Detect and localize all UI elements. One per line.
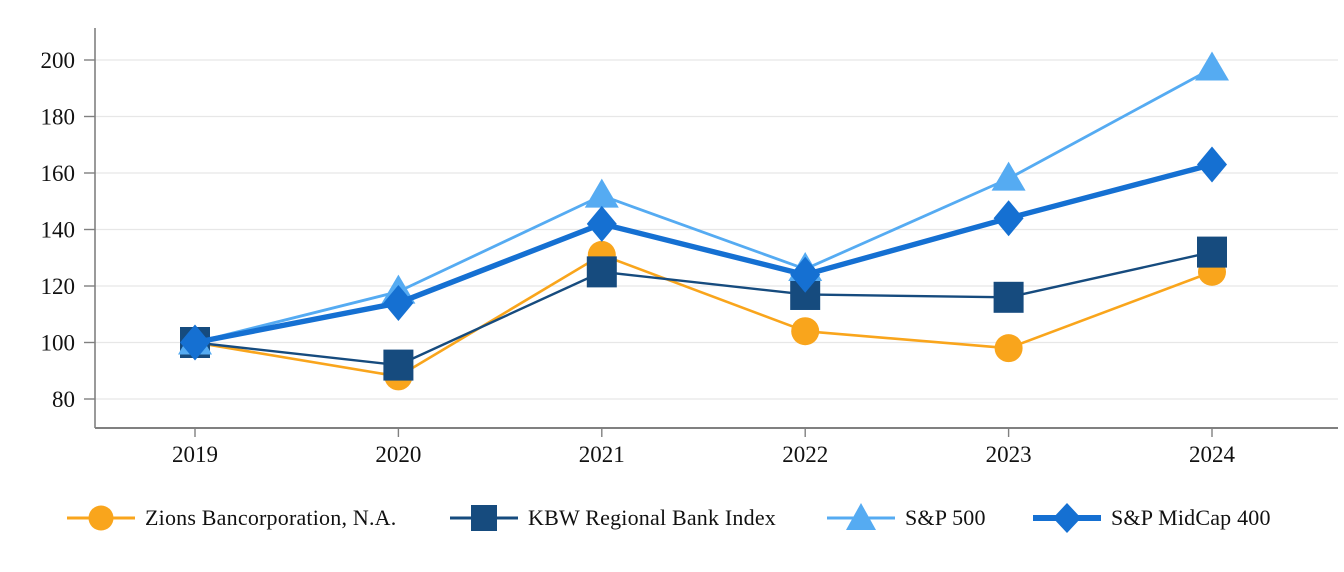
kbw-regional-bank-index-marker-icon (450, 505, 518, 531)
legend-label: Zions Bancorporation, N.A. (145, 505, 397, 530)
x-tick-label-2022: 2022 (782, 442, 828, 467)
y-tick-label-140: 140 (41, 218, 76, 243)
kbw-regional-bank-index-marker-2021 (586, 256, 617, 288)
legend-marker (88, 505, 114, 531)
zions-bancorporation-n-a-marker-2022 (791, 317, 820, 346)
series-line-s-p-500 (193, 67, 1214, 344)
x-tick-label-2021: 2021 (579, 442, 625, 467)
y-tick-label-100: 100 (41, 331, 76, 356)
s-p-midcap-400-marker-2019 (180, 324, 210, 361)
chart-legend: Zions Bancorporation, N.A. KBW Regional B… (0, 494, 1344, 542)
axes (94, 28, 1338, 429)
s-p-500-marker-2024 (1195, 51, 1229, 81)
series-s-p-midcap-400 (180, 146, 1227, 361)
s-p-midcap-400-marker-2024 (1197, 146, 1227, 183)
x-tick-label-2019: 2019 (172, 442, 218, 467)
x-tick-label-2020: 2020 (375, 442, 421, 467)
x-tick-label-2023: 2023 (986, 442, 1032, 467)
series-line-kbw-regional-bank-index (193, 250, 1214, 367)
legend-item-s-p-500: S&P 500 (827, 494, 986, 542)
kbw-regional-bank-index-marker-2023 (993, 281, 1024, 313)
legend-label: KBW Regional Bank Index (528, 505, 776, 530)
s-p-midcap-400-marker-2021 (586, 205, 617, 242)
series-line-zions-bancorporation-n-a (193, 253, 1214, 378)
y-tick-label-180: 180 (41, 105, 76, 130)
legend-item-s-p-midcap-400: S&P MidCap 400 (1033, 494, 1271, 542)
legend-item-zions-bancorporation-n-a: Zions Bancorporation, N.A. (67, 494, 396, 542)
x-axis-ticks: 2019 2020 2021 2022 2023 2024 (172, 428, 1236, 467)
zions-bancorporation-n-a-marker-2023 (994, 334, 1023, 363)
y-tick-label-160: 160 (41, 161, 76, 186)
series-line-s-p-midcap-400 (192, 161, 1215, 346)
legend-marker (471, 505, 497, 531)
kbw-regional-bank-index-marker-2024 (1197, 236, 1227, 268)
s-p-midcap-400-marker-2023 (993, 200, 1024, 237)
gridlines (95, 59, 1338, 400)
kbw-regional-bank-index-marker-2020 (383, 349, 414, 381)
y-tick-label-120: 120 (41, 274, 76, 299)
legend-marker (846, 503, 876, 530)
x-tick-label-2024: 2024 (1189, 442, 1236, 467)
s-p-midcap-400-marker-2022 (790, 256, 821, 293)
s-p-midcap-400-marker-icon (1033, 503, 1101, 533)
legend-item-kbw-regional-bank-index: KBW Regional Bank Index (450, 494, 776, 542)
s-p-midcap-400-marker-2020 (383, 284, 414, 321)
series-kbw-regional-bank-index (180, 236, 1227, 381)
y-axis-ticks: 80 100 120 140 160 180 200 (41, 48, 95, 412)
legend-marker (1053, 503, 1081, 533)
legend-label: S&P MidCap 400 (1111, 505, 1271, 530)
plot-area: 80 100 120 140 160 180 200 2019 2020 2021 2022 2023… (41, 28, 1338, 467)
zions-bancorporation-n-a-marker-icon (67, 505, 135, 531)
s-p-500-marker-icon (827, 503, 895, 530)
y-tick-label-200: 200 (41, 48, 76, 73)
legend-label: S&P 500 (905, 505, 986, 530)
s-p-500-marker-2023 (991, 161, 1026, 191)
s-p-500-marker-2021 (584, 178, 619, 208)
y-tick-label-80: 80 (52, 387, 75, 412)
